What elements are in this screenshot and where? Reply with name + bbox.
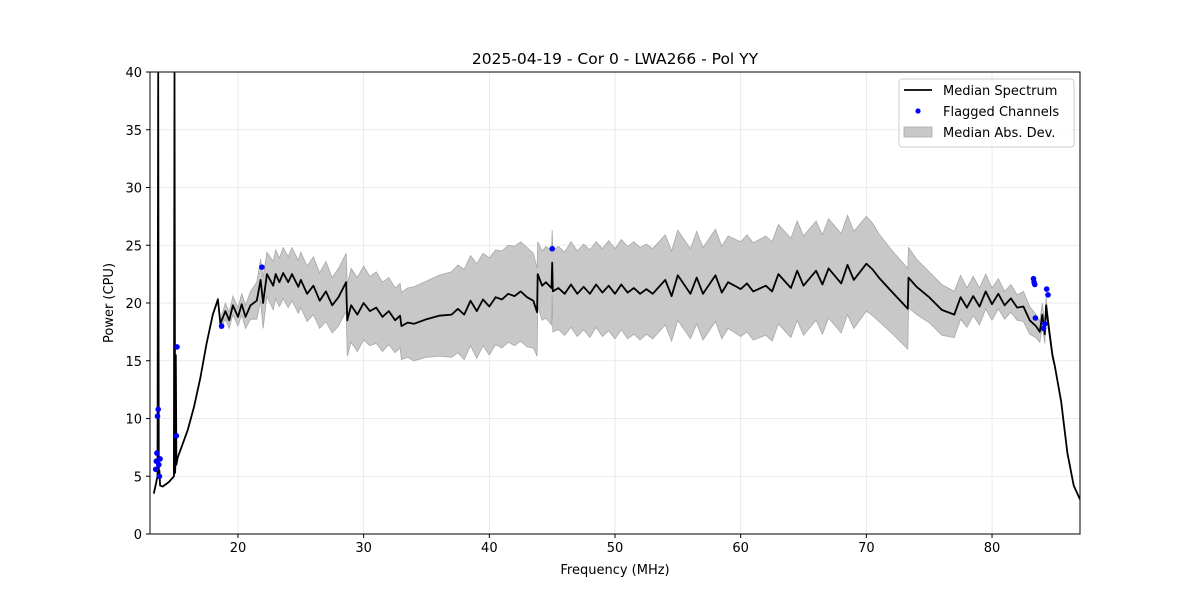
chart-title: 2025-04-19 - Cor 0 - LWA266 - Pol YY — [472, 50, 759, 68]
flagged-channel-point — [218, 323, 225, 329]
mad-band — [153, 214, 1080, 500]
y-tick-label: 5 — [134, 470, 142, 485]
flagged-channel-point — [549, 245, 555, 252]
flagged-channel-point — [155, 406, 161, 413]
flagged-channel-point — [259, 264, 265, 271]
flagged-channel-point — [154, 413, 161, 420]
median-spectrum-line — [152, 72, 1080, 500]
flagged-channel-point — [174, 344, 180, 350]
flagged-markers-layer — [152, 245, 1051, 480]
flagged-channel-point — [1032, 315, 1039, 321]
flagged-channel-point — [1043, 286, 1050, 292]
flagged-channel-point — [1045, 292, 1051, 298]
y-tick-label: 30 — [125, 182, 142, 197]
flagged-channel-point — [156, 461, 162, 468]
legend-box — [898, 78, 1075, 148]
legend-label-flagged-channels: Flagged Channels — [943, 105, 1059, 120]
y-tick-label: 40 — [125, 66, 142, 81]
x-axis-ticks: 20 30 40 50 60 70 80 — [230, 534, 1001, 556]
x-tick-label: 40 — [481, 541, 498, 556]
x-tick-label: 50 — [607, 541, 624, 556]
y-axis-ticks: 0 5 10 15 20 25 30 35 40 — [125, 66, 150, 543]
legend-patch-swatch — [903, 126, 933, 138]
x-tick-label: 80 — [984, 541, 1001, 556]
y-axis-label: Power (CPU) — [102, 263, 117, 343]
y-tick-label: 35 — [125, 124, 142, 139]
y-tick-label: 20 — [125, 297, 142, 312]
legend-marker-swatch — [915, 108, 921, 114]
flagged-channel-point — [1040, 325, 1047, 332]
y-tick-label: 15 — [125, 355, 142, 370]
legend-label-median-spectrum: Median Spectrum — [943, 84, 1057, 99]
legend: Median Spectrum Flagged Channels Median … — [898, 78, 1075, 148]
flagged-channel-point — [157, 456, 163, 462]
mad-band-layer — [153, 214, 1080, 500]
x-tick-label: 20 — [230, 541, 247, 556]
y-tick-label: 10 — [125, 413, 142, 428]
x-axis-label: Frequency (MHz) — [560, 563, 669, 578]
x-tick-label: 70 — [858, 541, 875, 556]
x-tick-label: 30 — [355, 541, 372, 556]
flagged-channel-point — [152, 466, 159, 473]
flagged-channel-point — [154, 450, 160, 456]
x-tick-label: 60 — [732, 541, 749, 556]
flagged-channel-point — [173, 433, 180, 439]
y-tick-label: 0 — [134, 528, 142, 543]
y-tick-label: 25 — [125, 239, 142, 254]
flagged-channel-point — [156, 473, 163, 480]
flagged-channel-point — [1042, 321, 1048, 327]
median-line-layer — [152, 72, 1080, 500]
legend-label-mad: Median Abs. Dev. — [943, 126, 1055, 141]
flagged-channel-point — [1032, 281, 1038, 288]
